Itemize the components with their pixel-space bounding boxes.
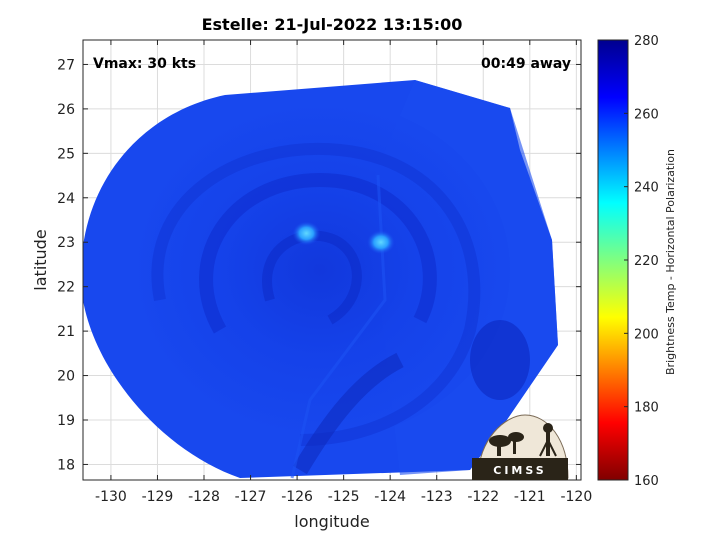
y-tick-label: 26 [57, 102, 75, 118]
logo-band [472, 458, 568, 480]
storm-swirl [130, 100, 510, 440]
x-tick-label: -130 [95, 489, 127, 505]
x-tick-label: -129 [142, 489, 174, 505]
y-tick-label: 22 [57, 280, 75, 296]
bright-spot [366, 230, 395, 255]
y-axis-label: latitude [31, 229, 50, 290]
x-tick-label: -126 [281, 489, 313, 505]
colorbar-tick-label: 220 [634, 254, 659, 269]
y-tick-label: 25 [57, 146, 75, 162]
swath [83, 80, 558, 479]
y-tick-label: 21 [57, 324, 75, 340]
time-away-annotation: 00:49 away [481, 56, 571, 72]
x-tick-label: -125 [328, 489, 360, 505]
x-tick-label: -127 [235, 489, 267, 505]
x-tick-label: -120 [560, 489, 592, 505]
chart-title: Estelle: 21-Jul-2022 13:15:00 [202, 15, 463, 34]
spiral-band-1 [199, 172, 437, 334]
colorbar-ticks: 160 180 200 220 240 260 280 [624, 34, 659, 489]
colorbar [597, 39, 629, 481]
spiral-band-2 [151, 142, 481, 446]
x-tick-label: -124 [374, 489, 406, 505]
dark-patch-se [470, 320, 530, 400]
colorbar-tick-label: 180 [634, 401, 659, 416]
y-tick-label: 24 [57, 191, 75, 207]
x-tick-label: -121 [514, 489, 546, 505]
bright-spots [292, 221, 395, 255]
vmax-annotation: Vmax: 30 kts [93, 56, 196, 72]
axes-frame [82, 39, 582, 481]
satellite-dish-icon [489, 423, 557, 457]
x-tick-label: -123 [421, 489, 453, 505]
logo-text: CIMSS [493, 464, 546, 477]
bright-spot [292, 221, 321, 246]
axis-ticks: -130 -129 -128 -127 -126 -125 -124 -123 -122 -121… [57, 40, 592, 505]
y-tick-label: 19 [57, 413, 75, 429]
x-tick-label: -128 [188, 489, 220, 505]
y-tick-label: 20 [57, 369, 75, 385]
spiral-band-4 [293, 352, 404, 475]
y-tick-label: 27 [57, 57, 75, 73]
colorbar-tick-label: 160 [634, 474, 659, 489]
spiral-band-3 [262, 230, 362, 325]
colorbar-tick-label: 260 [634, 107, 659, 122]
y-tick-label: 23 [57, 235, 75, 251]
colorbar-tick-label: 200 [634, 327, 659, 342]
y-tick-label: 18 [57, 457, 75, 473]
colorbar-tick-label: 280 [634, 34, 659, 49]
cimss-logo: CIMSS [472, 414, 569, 480]
colorbar-label: Brightness Temp - Horizontal Polarizatio… [664, 149, 677, 375]
x-tick-label: -122 [467, 489, 499, 505]
x-axis-label: longitude [294, 512, 369, 531]
colorbar-tick-label: 240 [634, 181, 659, 196]
